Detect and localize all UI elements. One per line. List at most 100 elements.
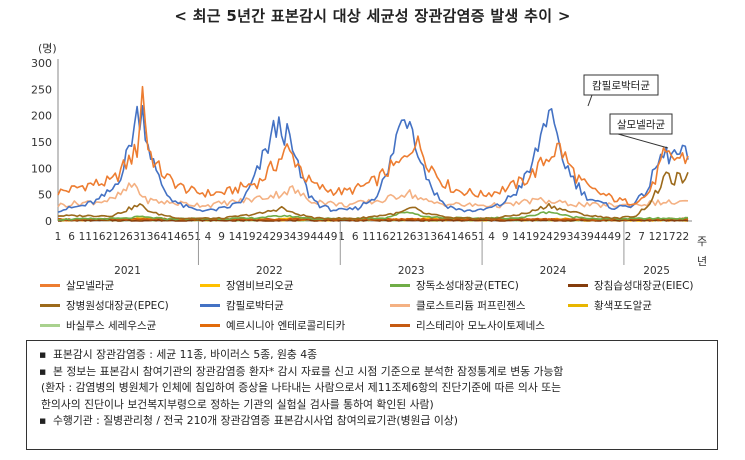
x-tick-label: 29	[269, 231, 282, 243]
x-tick-label: 11	[79, 231, 92, 243]
y-axis-label: (명)	[38, 42, 57, 55]
y-tick-label: 50	[38, 189, 52, 202]
x-year-label: 2023	[398, 265, 425, 277]
x-tick-label: 19	[526, 231, 539, 243]
x-year-label: 2022	[256, 265, 283, 277]
legend-swatch	[200, 324, 220, 327]
annotation-box	[583, 74, 659, 96]
series-line-1	[57, 85, 689, 206]
x-tick-label: 24	[256, 231, 270, 243]
legend-swatch	[390, 304, 410, 307]
x-tick-label: 12	[649, 231, 662, 243]
legend-item: 클로스트리듐 퍼프린젠스	[390, 298, 526, 313]
x-tick-label: 39	[580, 231, 593, 243]
notes-box: ▪ 표본감시 장관감염증 : 세균 11종, 바이러스 5종, 원충 4종 ▪ 본 …	[26, 340, 718, 450]
legend-label: 장염비브리오균	[226, 280, 294, 292]
y-tick-label: 300	[31, 57, 52, 70]
x-tick-label: 21	[389, 231, 402, 243]
x-year-label: 2021	[114, 265, 141, 277]
x-tick-label: 26	[119, 231, 133, 243]
legend-label: 장병원성대장균(EPEC)	[66, 300, 169, 312]
legend-label: 바실루스 세레우스균	[66, 320, 157, 332]
bullet-icon: ▪	[39, 348, 47, 361]
annotation-pointer	[617, 133, 669, 149]
x-tick-label: 16	[376, 231, 390, 243]
x-tick-label: 51	[471, 231, 484, 243]
x-tick-label: 17	[662, 231, 675, 243]
legend-item: 장침습성대장균(EIEC)	[568, 278, 694, 293]
x-tick-label: 14	[229, 231, 243, 243]
y-tick-label: 0	[45, 215, 52, 228]
x-tick-label: 41	[160, 231, 173, 243]
legend-item: 캄필로박터균	[200, 298, 284, 313]
y-tick-label: 100	[31, 162, 52, 175]
x-tick-label: 41	[444, 231, 457, 243]
legend-swatch	[390, 324, 410, 327]
series-line-4	[57, 182, 689, 209]
chart-title: < 최근 5년간 표본감시 대상 세균성 장관감염증 발생 추이 >	[174, 7, 571, 25]
x-year-label: 2024	[540, 265, 567, 277]
x-tick-label: 21	[106, 231, 119, 243]
legend-label: 황색포도알균	[594, 300, 652, 312]
x-tick-label: 46	[174, 231, 188, 243]
note-line-2: ▪ 본 정보는 표본감시 참여기관의 장관감염증 환자* 감시 자료를 신고 시점…	[39, 364, 707, 381]
x-tick-label: 11	[362, 231, 375, 243]
y-tick-label: 200	[31, 110, 52, 123]
x-tick-label: 49	[324, 231, 337, 243]
legend-item: 장독소성대장균(ETEC)	[390, 278, 519, 293]
legend-item: 예르시니아 엔테로콜리티카	[200, 318, 345, 333]
x-tick-label: 31	[417, 231, 430, 243]
x-tick-label: 4	[205, 231, 212, 243]
legend-label: 캄필로박터균	[226, 300, 284, 312]
x-tick-label: 34	[567, 231, 581, 243]
legend-item: 장병원성대장균(EPEC)	[40, 298, 169, 313]
series-line-5	[57, 211, 689, 221]
note-line-4: 한의사의 진단이나 보건복지부령으로 정하는 기관의 실험실 검사를 통하여 확…	[41, 397, 434, 411]
chart-legend: 살모넬라균 장염비브리오균 장독소성대장균(ETEC) 장침습성대장균(EIEC) 장병…	[40, 278, 700, 338]
legend-swatch	[390, 284, 410, 287]
x-tick-label: 22	[676, 231, 689, 243]
legend-label: 장침습성대장균(EIEC)	[594, 280, 694, 292]
x-tick-label: 16	[92, 231, 106, 243]
x-tick-label: 6	[352, 231, 359, 243]
x-axis-label-week: 주	[697, 235, 707, 248]
x-tick-label: 9	[502, 231, 509, 243]
legend-label: 클로스트리듐 퍼프린젠스	[416, 300, 526, 312]
note-line-5: ▪ 수행기관 : 질병관리청 / 전국 210개 장관감염증 표본감시사업 참여의…	[39, 413, 707, 430]
note-line-1: ▪ 표본감시 장관감염증 : 세균 11종, 바이러스 5종, 원충 4종	[39, 347, 707, 364]
legend-item: 리스테리아 모노사이토제네스	[390, 318, 545, 333]
legend-item: 황색포도알균	[568, 298, 652, 313]
annotation-label: 살모넬라균	[617, 119, 666, 131]
annotation-box	[609, 113, 673, 135]
x-tick-label: 1	[55, 231, 62, 243]
legend-swatch	[568, 304, 588, 307]
x-tick-label: 36	[147, 231, 161, 243]
x-axis-label-year: 년	[697, 255, 707, 268]
x-tick-label: 26	[403, 231, 417, 243]
x-tick-label: 24	[539, 231, 553, 243]
series-line-3	[57, 171, 689, 220]
bullet-icon: ▪	[39, 414, 47, 428]
legend-swatch	[40, 324, 60, 327]
x-tick-label: 19	[242, 231, 255, 243]
legend-label: 살모넬라균	[66, 280, 115, 292]
legend-label: 리스테리아 모노사이토제네스	[416, 320, 545, 332]
x-tick-label: 14	[512, 231, 526, 243]
x-tick-label: 1	[338, 231, 345, 243]
x-year-label: 2025	[643, 265, 670, 277]
legend-swatch	[40, 304, 60, 307]
legend-item: 살모넬라균	[40, 278, 114, 293]
x-tick-label: 29	[553, 231, 566, 243]
legend-swatch	[200, 284, 220, 287]
legend-swatch	[568, 284, 588, 287]
x-tick-label: 34	[283, 231, 297, 243]
x-tick-label: 44	[310, 231, 324, 243]
bullet-icon: ▪	[39, 364, 47, 378]
x-tick-label: 7	[638, 231, 645, 243]
legend-item: 바실루스 세레우스균	[40, 318, 156, 333]
x-tick-label: 44	[594, 231, 608, 243]
legend-item: 장염비브리오균	[200, 278, 294, 293]
legend-swatch	[200, 304, 220, 307]
x-tick-label: 31	[133, 231, 146, 243]
